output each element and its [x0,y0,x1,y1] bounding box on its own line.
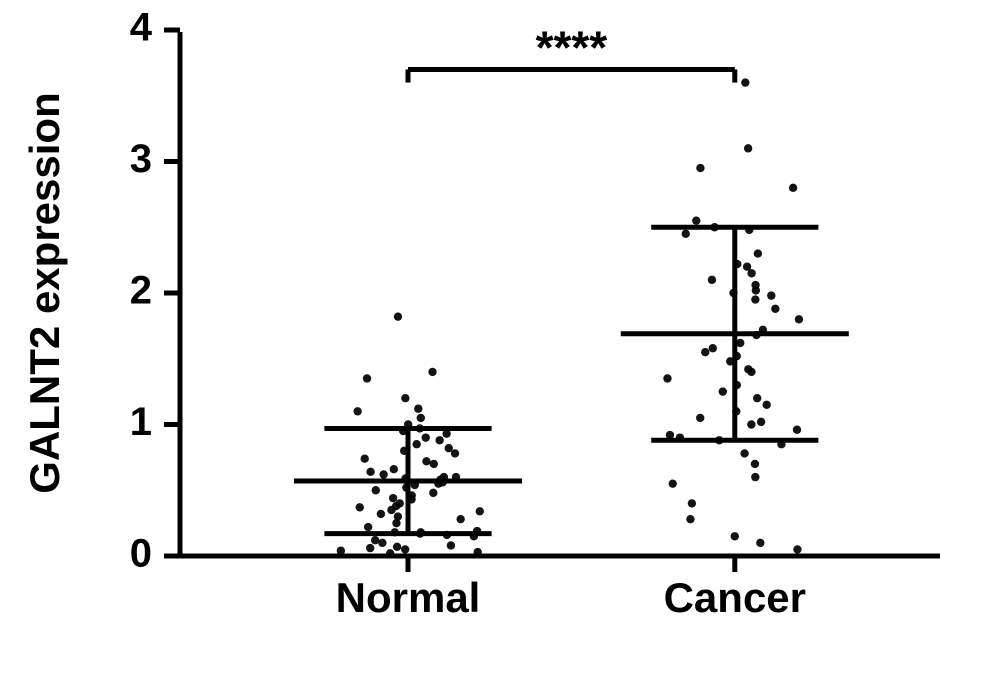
data-point [793,545,801,553]
data-point [708,276,716,284]
data-point [762,401,770,409]
data-point [476,507,484,515]
data-point [793,426,801,434]
data-point [709,344,717,352]
data-point [696,414,704,422]
data-point [430,460,438,468]
data-point [394,312,402,320]
data-point [663,374,671,382]
data-point [744,365,752,373]
significance-label: **** [536,21,608,73]
data-point [751,295,759,303]
scatter-chart: 0 1 2 3 4 GALNT2 expression Normal Cancer **** [0,0,1000,676]
data-point [669,479,677,487]
data-point [771,305,779,313]
data-point [396,499,404,507]
data-point [456,515,464,523]
data-point [754,249,762,257]
x-tick-label: Normal [336,574,481,621]
y-tick-label: 3 [130,137,152,181]
data-point [353,407,361,415]
data-point [435,436,443,444]
y-tick-label: 2 [130,269,152,313]
data-point [701,348,709,356]
data-point [751,281,759,289]
data-point [753,394,761,402]
chart-svg: 0 1 2 3 4 GALNT2 expression Normal Cancer **** [0,0,1000,676]
data-point [377,510,385,518]
data-point [412,440,420,448]
data-point [337,547,345,555]
y-tick-label: 0 [130,532,152,576]
data-point [414,405,422,413]
data-point [389,494,397,502]
data-point [731,532,739,540]
data-point [386,549,394,557]
y-tick-label: 4 [130,6,153,50]
data-point [688,499,696,507]
data-point [371,536,379,544]
data-point [356,503,364,511]
data-point [767,291,775,299]
data-point [390,465,398,473]
data-point [401,545,409,553]
data-point [422,457,430,465]
data-point [379,470,387,478]
data-point [751,460,759,468]
y-axis-label: GALNT2 expression [21,92,68,493]
data-point [445,444,453,452]
data-point [366,544,374,552]
data-point [401,394,409,402]
data-point [428,368,436,376]
data-point [682,230,690,238]
data-point [447,541,455,549]
data-point [363,374,371,382]
data-point [756,539,764,547]
data-point [372,486,380,494]
data-point [417,414,425,422]
data-point [719,387,727,395]
data-point [741,78,749,86]
data-point [394,512,402,520]
data-point [795,315,803,323]
data-point [789,184,797,192]
y-tick-label: 1 [130,400,152,444]
data-point [429,489,437,497]
data-point [692,216,700,224]
data-point [744,144,752,152]
data-point [378,539,386,547]
data-point [751,473,759,481]
data-point [366,468,374,476]
data-point [747,420,755,428]
data-point [473,548,481,556]
data-point [743,263,751,271]
data-point [757,418,765,426]
data-point [364,523,372,531]
data-point [696,164,704,172]
data-point [361,454,369,462]
data-point [740,449,748,457]
data-point [686,515,694,523]
data-point [393,543,401,551]
x-tick-label: Cancer [664,574,806,621]
data-point [422,433,430,441]
